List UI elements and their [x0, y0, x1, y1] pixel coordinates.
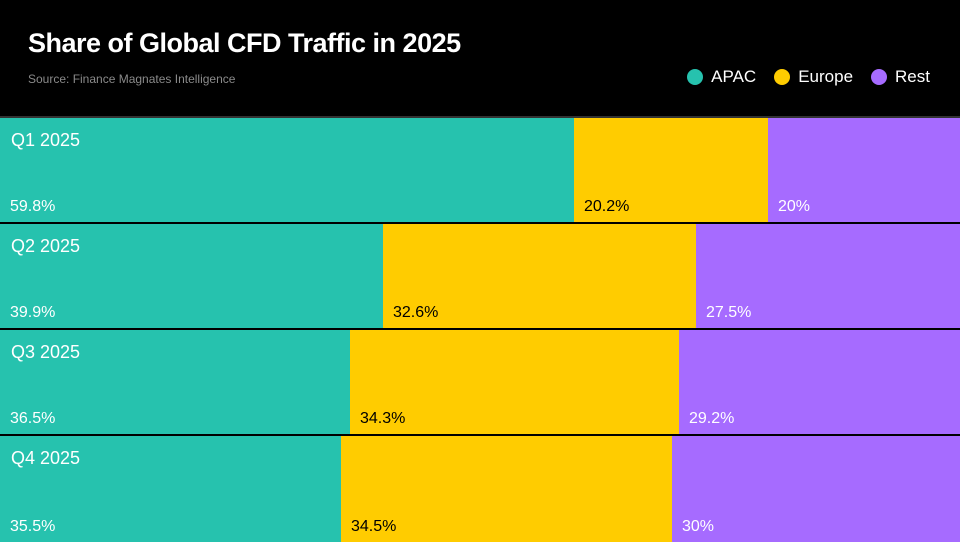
bar-segment-rest: 29.2%	[679, 330, 960, 434]
data-label: 20.2%	[584, 198, 630, 215]
chart-title: Share of Global CFD Traffic in 2025	[28, 28, 461, 58]
legend-item-europe: Europe	[774, 67, 853, 87]
category-label: Q3 2025	[11, 342, 81, 362]
data-label: 34.5%	[351, 518, 397, 535]
legend: APAC Europe Rest	[687, 67, 930, 87]
data-label: 30%	[682, 518, 715, 535]
chart-source: Source: Finance Magnates Intelligence	[28, 72, 236, 86]
category-label: Q1 2025	[11, 130, 81, 150]
bar-segment-apac: 35.5% Q4 2025	[0, 436, 341, 542]
legend-item-apac: APAC	[687, 67, 756, 87]
data-label: 32.6%	[393, 304, 439, 321]
bar-segment-europe: 34.5%	[341, 436, 672, 542]
legend-item-rest: Rest	[871, 67, 930, 87]
data-label: 35.5%	[10, 518, 56, 535]
category-label: Q2 2025	[11, 236, 81, 256]
legend-label: Rest	[895, 67, 930, 86]
bar-segment-rest: 30%	[672, 436, 960, 542]
legend-dot-rest	[871, 69, 888, 85]
bar-row: 35.5% Q4 2025 34.5% 30%	[0, 436, 960, 542]
data-label: 34.3%	[360, 410, 406, 427]
data-label: 29.2%	[689, 410, 735, 427]
bar-segment-apac: 36.5% Q3 2025	[0, 330, 350, 434]
bar-segment-europe: 34.3%	[350, 330, 679, 434]
legend-label: APAC	[711, 67, 757, 86]
bar-segment-rest: 27.5%	[696, 224, 960, 328]
stacked-bar-chart: 59.8% Q1 2025 20.2% 20% 39.9% Q2 2025 32.6% 27.…	[0, 116, 960, 542]
data-label: 39.9%	[10, 304, 56, 321]
legend-dot-europe	[774, 69, 791, 85]
bar-row: 59.8% Q1 2025 20.2% 20%	[0, 118, 960, 222]
data-label: 20%	[778, 198, 811, 215]
legend-dot-apac	[687, 69, 704, 85]
bar-row: 39.9% Q2 2025 32.6% 27.5%	[0, 224, 960, 328]
category-label: Q4 2025	[11, 448, 81, 468]
data-label: 59.8%	[10, 198, 56, 215]
legend-label: Europe	[798, 67, 854, 86]
bar-segment-europe: 20.2%	[574, 118, 768, 222]
bar-segment-europe: 32.6%	[383, 224, 696, 328]
bar-segment-apac: 39.9% Q2 2025	[0, 224, 383, 328]
bar-segment-rest: 20%	[768, 118, 960, 222]
bar-segment-apac: 59.8% Q1 2025	[0, 118, 574, 222]
data-label: 36.5%	[10, 410, 56, 427]
bar-row: 36.5% Q3 2025 34.3% 29.2%	[0, 330, 960, 434]
data-label: 27.5%	[706, 304, 752, 321]
